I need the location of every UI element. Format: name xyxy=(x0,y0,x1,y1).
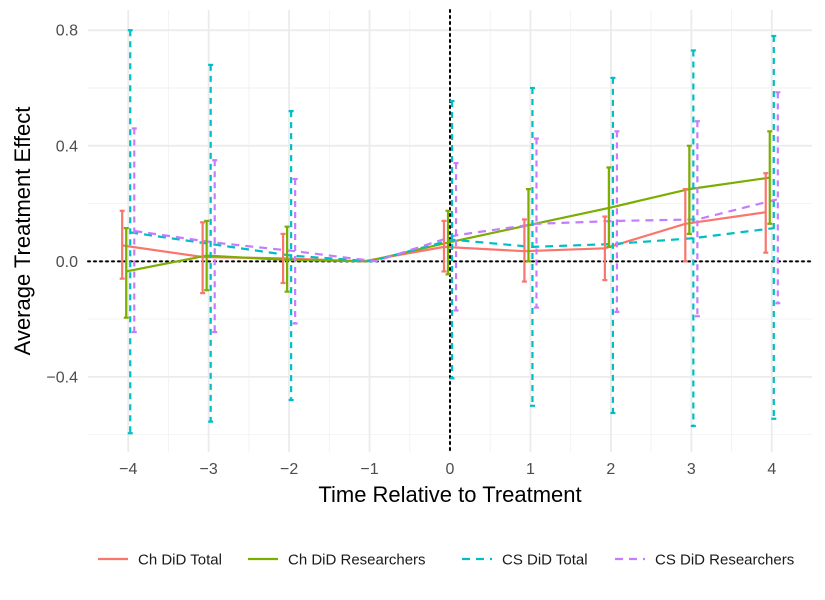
error-bar xyxy=(284,225,290,293)
legend-item: CS DiD Researchers xyxy=(615,552,794,569)
error-bar xyxy=(292,177,298,325)
error-bar xyxy=(694,120,700,318)
error-bar xyxy=(208,63,214,423)
y-axis-title: Average Treatment Effect xyxy=(10,107,35,356)
error-bar xyxy=(119,209,125,280)
error-bar xyxy=(610,76,616,415)
series-line-cs-did-total xyxy=(130,227,774,263)
error-bar xyxy=(686,144,692,235)
error-bar xyxy=(771,34,777,420)
x-tick-label: −3 xyxy=(200,461,218,478)
error-bars xyxy=(119,29,781,435)
legend-item: CS DiD Total xyxy=(462,552,588,569)
error-bar xyxy=(763,172,769,254)
y-tick-label: −0.4 xyxy=(46,369,78,386)
legend: Ch DiD Total Ch DiD Researchers CS DiD Tot… xyxy=(98,552,794,569)
error-bar xyxy=(775,91,781,305)
x-tick-label: 1 xyxy=(526,461,535,478)
legend-item: Ch DiD Researchers xyxy=(248,552,426,569)
error-bar xyxy=(200,221,206,295)
x-tick-label: 0 xyxy=(446,461,455,478)
error-bar xyxy=(288,110,294,402)
error-bar xyxy=(682,188,688,263)
error-bar xyxy=(521,218,527,283)
error-bar xyxy=(529,86,535,407)
x-tick-label: 4 xyxy=(767,461,776,478)
y-tick-label: 0.8 xyxy=(56,23,78,40)
error-bar xyxy=(441,219,447,273)
x-tick-label: −1 xyxy=(360,461,378,478)
error-bar xyxy=(204,219,210,292)
error-bar xyxy=(131,127,137,334)
series-line-cs-did-researchers xyxy=(134,198,779,263)
x-tick-label: −4 xyxy=(119,461,137,478)
x-tick-label: 3 xyxy=(687,461,696,478)
error-bar xyxy=(533,137,539,309)
error-bar xyxy=(690,49,696,428)
x-tick-label: 2 xyxy=(606,461,615,478)
error-bar xyxy=(449,99,455,380)
error-bar xyxy=(212,159,218,334)
error-bar xyxy=(767,130,773,225)
legend-label: CS DiD Researchers xyxy=(655,552,794,569)
error-bar xyxy=(127,29,133,435)
x-axis-title: Time Relative to Treatment xyxy=(318,482,581,507)
error-bar xyxy=(614,130,620,313)
tick-labels: −4 −3 −2 −1 0 1 2 3 4 −0.4 0.0 0.4 0.8 xyxy=(46,23,776,478)
error-bar xyxy=(445,209,451,276)
error-bar xyxy=(525,188,531,263)
error-bar xyxy=(123,227,129,319)
legend-item: Ch DiD Total xyxy=(98,552,222,569)
error-bar xyxy=(453,162,459,312)
legend-label: CS DiD Total xyxy=(502,552,588,569)
legend-label: Ch DiD Total xyxy=(138,552,222,569)
y-tick-label: 0.4 xyxy=(56,138,78,155)
error-bar xyxy=(280,232,286,285)
y-tick-label: 0.0 xyxy=(56,254,78,271)
error-bar xyxy=(606,166,612,248)
x-tick-label: −2 xyxy=(280,461,298,478)
legend-label: Ch DiD Researchers xyxy=(288,552,426,569)
error-bar xyxy=(602,215,608,282)
